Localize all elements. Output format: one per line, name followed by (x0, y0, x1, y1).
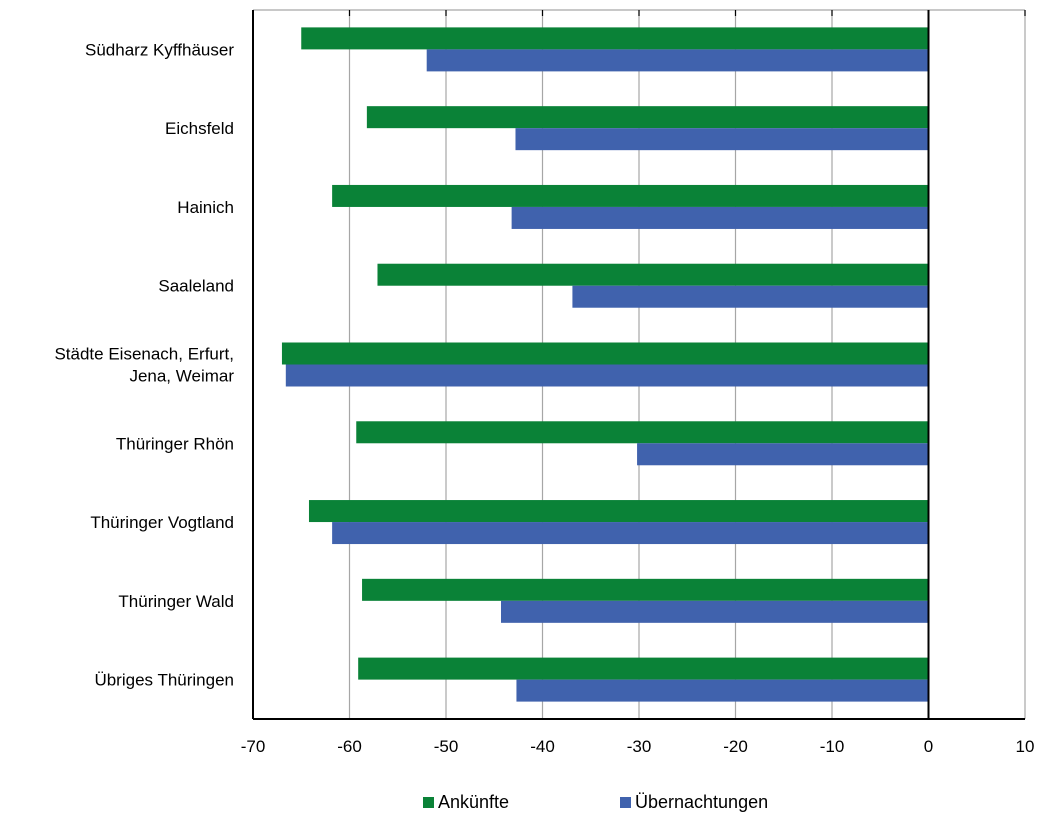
category-label: Südharz Kyffhäuser (85, 40, 234, 59)
category-label: Thüringer Wald (118, 592, 234, 611)
bar-ankuenfte (308, 500, 929, 523)
bar-ankuenfte (332, 184, 929, 207)
legend-label: Übernachtungen (635, 792, 768, 812)
bars (281, 27, 929, 702)
category-label: Jena, Weimar (129, 367, 234, 386)
x-tick-labels: -70 -60 -50 -40 -30 -20 -10 0 10 (241, 737, 1035, 756)
bar-uebernachtungen (516, 679, 929, 702)
bar-ankuenfte (366, 106, 929, 129)
legend-swatch (620, 797, 631, 808)
bar-uebernachtungen (511, 206, 929, 229)
category-label: Thüringer Vogtland (90, 513, 234, 532)
legend: Ankünfte Übernachtungen (423, 792, 768, 812)
bar-ankuenfte (281, 342, 929, 365)
x-tick-label: -50 (434, 737, 459, 756)
category-label: Saaleland (158, 277, 234, 296)
axes (252, 9, 1026, 720)
bar-ankuenfte (301, 27, 929, 50)
category-label: Übriges Thüringen (94, 671, 234, 690)
bar-uebernachtungen (501, 600, 929, 623)
legend-label: Ankünfte (438, 792, 509, 812)
category-label: Hainich (177, 198, 234, 217)
bar-uebernachtungen (285, 364, 929, 387)
category-labels: Südharz Kyffhäuser Eichsfeld Hainich Saalel… (54, 40, 234, 689)
bar-uebernachtungen (515, 128, 929, 151)
legend-swatch (423, 797, 434, 808)
bar-uebernachtungen (332, 522, 929, 545)
x-tick-label: 0 (924, 737, 933, 756)
x-tick-label: -40 (530, 737, 555, 756)
x-tick-label: -70 (241, 737, 266, 756)
bar-uebernachtungen (426, 49, 929, 72)
bar-uebernachtungen (637, 443, 929, 466)
bar-ankuenfte (356, 421, 929, 444)
bar-uebernachtungen (572, 285, 929, 308)
bar-ankuenfte (377, 263, 929, 286)
x-tick-label: -30 (627, 737, 652, 756)
x-tick-label: 10 (1016, 737, 1035, 756)
x-tick-label: -20 (723, 737, 748, 756)
x-tick-label: -10 (820, 737, 845, 756)
bar-ankuenfte (358, 657, 929, 680)
category-label: Städte Eisenach, Erfurt, (54, 345, 234, 364)
bar-ankuenfte (362, 578, 929, 601)
category-label: Thüringer Rhön (116, 434, 234, 453)
x-tick-label: -60 (337, 737, 362, 756)
category-label: Eichsfeld (165, 119, 234, 138)
